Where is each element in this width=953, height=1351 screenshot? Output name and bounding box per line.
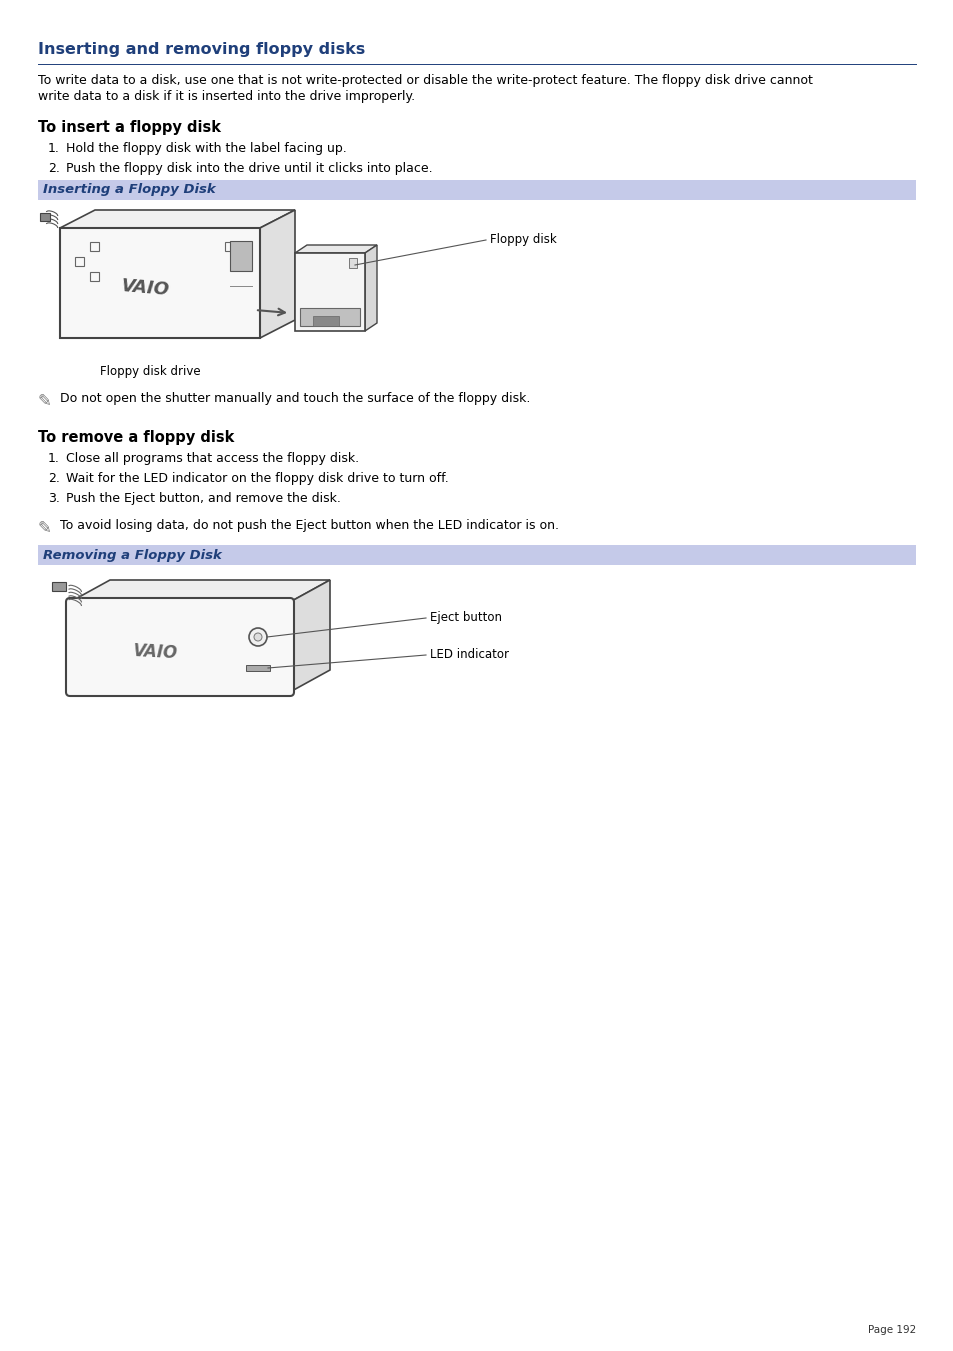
Bar xyxy=(38,544,915,565)
Bar xyxy=(294,253,365,331)
Text: Do not open the shutter manually and touch the surface of the floppy disk.: Do not open the shutter manually and tou… xyxy=(60,392,530,405)
FancyBboxPatch shape xyxy=(66,598,294,696)
Bar xyxy=(313,316,338,326)
Text: Hold the floppy disk with the label facing up.: Hold the floppy disk with the label faci… xyxy=(66,142,346,155)
Text: 2.: 2. xyxy=(48,162,60,176)
Bar xyxy=(90,272,99,281)
Text: 1.: 1. xyxy=(48,453,60,465)
Text: VAIO: VAIO xyxy=(132,642,177,662)
Bar xyxy=(75,257,84,266)
Polygon shape xyxy=(294,245,376,253)
Text: To write data to a disk, use one that is not write-protected or disable the writ: To write data to a disk, use one that is… xyxy=(38,74,812,86)
Text: ✎: ✎ xyxy=(38,392,51,409)
Text: 1.: 1. xyxy=(48,142,60,155)
Text: Page 192: Page 192 xyxy=(867,1325,915,1335)
Text: VAIO: VAIO xyxy=(120,277,170,299)
Text: To remove a floppy disk: To remove a floppy disk xyxy=(38,430,234,444)
Polygon shape xyxy=(60,209,294,228)
Bar xyxy=(349,258,356,267)
Circle shape xyxy=(249,628,267,646)
Text: Removing a Floppy Disk: Removing a Floppy Disk xyxy=(43,549,222,562)
Bar xyxy=(52,582,66,590)
Bar xyxy=(90,242,99,251)
Text: Wait for the LED indicator on the floppy disk drive to turn off.: Wait for the LED indicator on the floppy… xyxy=(66,471,448,485)
Bar xyxy=(230,240,252,272)
Text: Close all programs that access the floppy disk.: Close all programs that access the flopp… xyxy=(66,453,358,465)
Text: Floppy disk drive: Floppy disk drive xyxy=(99,365,200,378)
Text: LED indicator: LED indicator xyxy=(430,648,509,662)
Text: To avoid losing data, do not push the Eject button when the LED indicator is on.: To avoid losing data, do not push the Ej… xyxy=(60,519,558,532)
Polygon shape xyxy=(290,580,330,692)
Bar xyxy=(225,242,233,251)
Polygon shape xyxy=(260,209,294,338)
Text: Eject button: Eject button xyxy=(430,612,501,624)
Polygon shape xyxy=(365,245,376,331)
Bar xyxy=(40,213,50,222)
Text: To insert a floppy disk: To insert a floppy disk xyxy=(38,120,221,135)
Text: Inserting and removing floppy disks: Inserting and removing floppy disks xyxy=(38,42,365,57)
Text: ✎: ✎ xyxy=(38,519,51,536)
Circle shape xyxy=(253,634,262,640)
Text: 3.: 3. xyxy=(48,492,60,505)
Text: write data to a disk if it is inserted into the drive improperly.: write data to a disk if it is inserted i… xyxy=(38,91,415,103)
Text: Push the floppy disk into the drive until it clicks into place.: Push the floppy disk into the drive unti… xyxy=(66,162,432,176)
Polygon shape xyxy=(70,580,330,603)
Text: Push the Eject button, and remove the disk.: Push the Eject button, and remove the di… xyxy=(66,492,340,505)
Text: 2.: 2. xyxy=(48,471,60,485)
Bar xyxy=(38,180,915,200)
Text: Floppy disk: Floppy disk xyxy=(490,234,557,246)
Text: Inserting a Floppy Disk: Inserting a Floppy Disk xyxy=(43,184,215,196)
Bar xyxy=(246,665,270,671)
Bar xyxy=(299,308,359,326)
Bar xyxy=(60,228,260,338)
